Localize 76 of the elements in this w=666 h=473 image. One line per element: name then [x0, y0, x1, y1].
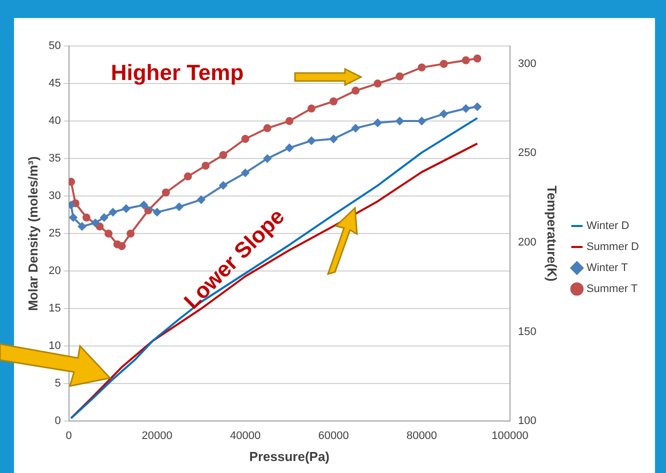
y-tick-label: 5	[54, 378, 61, 390]
point	[100, 214, 108, 222]
point	[140, 201, 148, 210]
point	[473, 102, 482, 111]
point	[175, 202, 184, 211]
point	[462, 104, 470, 113]
point	[197, 196, 206, 204]
x-tick-label: 60000	[318, 430, 349, 442]
annotation: Higher Temp	[110, 60, 244, 86]
y-tick-label: 0	[54, 415, 61, 428]
point	[69, 214, 78, 222]
point	[330, 134, 338, 143]
y-tick-label: 45	[48, 78, 61, 90]
point	[126, 230, 135, 238]
point	[241, 134, 250, 143]
point	[418, 63, 426, 72]
y2-tick-label: 250	[518, 147, 536, 160]
point	[285, 144, 294, 152]
point	[68, 201, 76, 210]
point	[82, 214, 90, 222]
point	[153, 208, 162, 216]
x-tick-label: 0	[66, 430, 72, 442]
point	[330, 97, 338, 106]
point	[118, 242, 126, 250]
point	[263, 154, 272, 163]
point	[241, 168, 250, 177]
point	[108, 208, 117, 216]
y-axis-title: Molar Density (moles/m³)	[25, 156, 40, 311]
point	[202, 162, 210, 170]
y-tick-label: 10	[48, 340, 61, 352]
point	[396, 72, 404, 80]
point	[307, 136, 316, 145]
y2-tick-label: 150	[518, 326, 536, 338]
y-tick-label: 15	[48, 302, 61, 315]
point	[91, 218, 100, 227]
y-tick-label: 50	[48, 40, 61, 52]
point	[285, 117, 294, 126]
y-tick-label: 20	[48, 265, 61, 278]
point	[440, 110, 448, 118]
y-tick-label: 25	[48, 228, 61, 240]
point	[184, 172, 192, 180]
point	[162, 188, 170, 197]
x-tick-label: 40000	[230, 430, 261, 442]
point	[440, 60, 448, 68]
point	[68, 178, 76, 186]
y-tick-label: 30	[48, 190, 61, 202]
point	[219, 150, 228, 159]
point	[418, 117, 426, 126]
x-axis-title: Pressure(Pa)	[249, 448, 330, 464]
y2-tick-label: 300	[518, 58, 536, 70]
point	[352, 124, 360, 132]
x-tick-label: 100000	[492, 430, 528, 442]
y2-tick-label: 200	[518, 236, 536, 249]
point	[473, 54, 482, 63]
point	[78, 222, 86, 230]
legend-label: Summer T	[586, 283, 638, 296]
x-tick-label: 80000	[406, 430, 438, 442]
y-tick-label: 35	[48, 152, 61, 165]
point	[122, 204, 130, 213]
point	[96, 222, 104, 230]
point	[104, 230, 113, 238]
y2-tick-label: 100	[518, 415, 536, 428]
point	[374, 118, 382, 127]
point	[374, 80, 382, 88]
legend-label: Winter T	[586, 262, 628, 274]
point	[307, 104, 316, 113]
point	[263, 124, 272, 132]
x-tick-label: 20000	[142, 430, 172, 442]
point	[396, 117, 404, 126]
point	[352, 86, 360, 95]
point	[219, 181, 228, 190]
point	[462, 56, 470, 64]
legend-label: Summer D	[586, 241, 640, 254]
legend-label: Winter D	[586, 220, 630, 232]
y-tick-label: 40	[48, 115, 61, 128]
y2-axis-title: Temperature(K)	[544, 186, 560, 282]
